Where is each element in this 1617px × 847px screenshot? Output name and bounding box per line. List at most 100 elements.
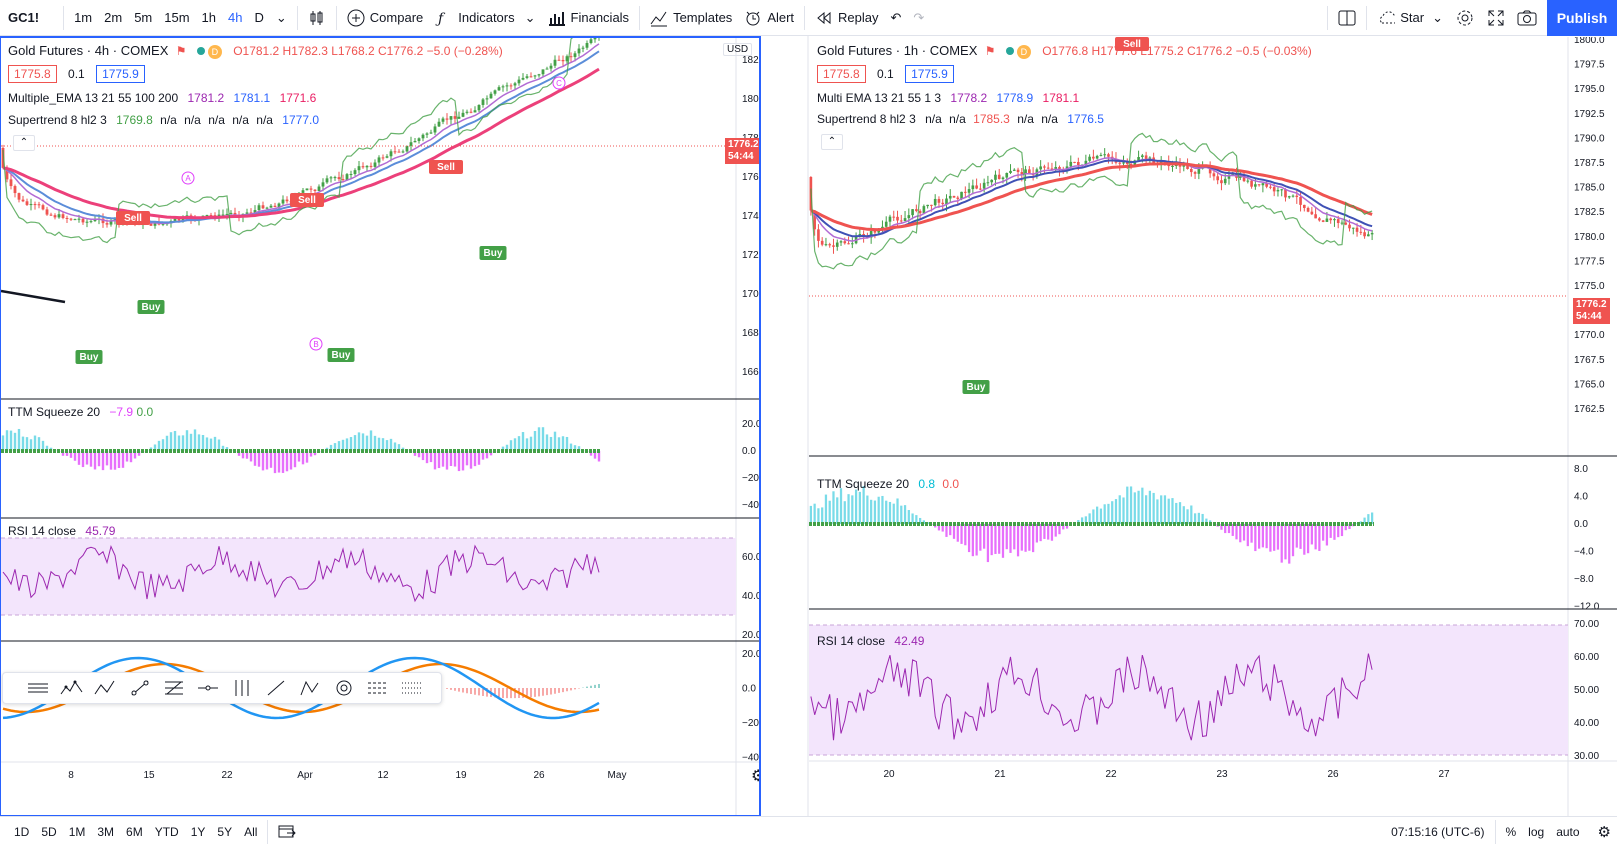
candle — [997, 174, 1001, 180]
candle — [457, 116, 461, 119]
timeframe-1m[interactable]: 1m — [74, 10, 93, 25]
candle — [13, 186, 17, 194]
horizontal-lines-tool[interactable] — [21, 674, 55, 702]
buy-marker-bg — [479, 246, 507, 260]
timeframe-1h[interactable]: 1h — [201, 10, 217, 25]
financials-button[interactable]: Financials — [542, 0, 636, 36]
line-tool[interactable] — [259, 674, 293, 702]
price-axis-bg — [736, 38, 759, 815]
collapse-legend-button[interactable]: ⌃ — [821, 134, 843, 150]
right-chart[interactable]: 1800.0 1797.5 1795.0 1792.5 1790.0 1787.5 1785… — [809, 37, 1617, 816]
rsi-value: 42.49 — [894, 634, 925, 648]
abc-pattern-tool[interactable] — [89, 674, 123, 702]
time-tick: 27 — [1438, 769, 1450, 780]
timeframe-d[interactable]: D — [254, 10, 264, 25]
indicators-button[interactable]: ƒ Indicators ⌄ — [429, 0, 541, 36]
fullscreen-button[interactable] — [1481, 0, 1511, 36]
replay-button[interactable]: Replay — [809, 0, 884, 36]
alert-button[interactable]: Alert — [738, 0, 800, 36]
undo-button[interactable]: ↶ — [885, 0, 908, 36]
alarm-clock-icon — [746, 11, 760, 25]
divider — [267, 820, 269, 844]
elliott-wave-tool[interactable] — [55, 674, 89, 702]
candle — [309, 188, 313, 190]
sell-marker: Sell — [290, 193, 324, 207]
right-settings-button[interactable]: ⚙ — [1592, 823, 1617, 841]
spiral-tool[interactable] — [327, 674, 361, 702]
sell-marker-bg — [1115, 37, 1149, 51]
range-1m[interactable]: 1M — [68, 825, 86, 839]
range-5y[interactable]: 5Y — [217, 825, 233, 839]
candle — [945, 198, 948, 205]
candle — [933, 198, 937, 206]
clock-display[interactable]: 07:15:16 (UTC-6) — [1391, 825, 1485, 839]
percent-toggle[interactable]: % — [1505, 825, 1517, 839]
candle — [1092, 156, 1095, 159]
collapse-legend-button[interactable]: ⌃ — [13, 135, 35, 151]
layout-button[interactable] — [1332, 0, 1362, 36]
right-ohlc: O1776.8 H1777.6 L1775.2 C1776.2 −0.5 (−0… — [1042, 44, 1312, 58]
timeframe-4h[interactable]: 4h — [228, 10, 243, 25]
range-1y[interactable]: 1Y — [190, 825, 206, 839]
rsi-label: RSI 14 close — [817, 634, 886, 648]
rsi-line — [2, 544, 600, 603]
buy-marker-text: Buy — [332, 350, 351, 361]
right-sell-price[interactable]: 1775.8 — [817, 65, 866, 83]
range-1d[interactable]: 1D — [14, 825, 30, 839]
candle — [205, 214, 209, 216]
left-chart[interactable]: 1820.01800.01780.01760.01740.01720.01700… — [1, 38, 759, 815]
redo-button[interactable]: ↷ — [907, 0, 930, 36]
candle — [1336, 219, 1340, 224]
settings-button[interactable] — [1449, 0, 1481, 36]
function-icon: ƒ — [435, 11, 446, 27]
supertrend-value-2: n/a — [949, 112, 966, 126]
range-all[interactable]: All — [244, 825, 258, 839]
auto-toggle[interactable]: auto — [1556, 825, 1580, 839]
candle — [1137, 157, 1140, 161]
horizontal-ray-tool[interactable] — [191, 674, 225, 702]
candle — [952, 195, 956, 198]
goto-date-button[interactable] — [272, 824, 302, 841]
range-ytd[interactable]: YTD — [154, 825, 179, 839]
right-chart-canvas[interactable]: 1800.0 1797.5 1795.0 1792.5 1790.0 1787.5 1785… — [809, 37, 1617, 816]
svg-text:ƒ: ƒ — [435, 11, 446, 27]
range-6m[interactable]: 6M — [126, 825, 143, 839]
symbol-search[interactable]: GC1! — [8, 10, 40, 25]
candle — [1238, 175, 1242, 178]
timeframe-5m[interactable]: 5m — [134, 10, 153, 25]
supertrend-label: Supertrend 8 hl2 3 — [817, 112, 916, 126]
ttm-tick: 0.0 — [1574, 519, 1588, 530]
candle-style-button[interactable] — [302, 0, 332, 36]
chevron-down-icon: ⌄ — [524, 9, 536, 25]
publish-button[interactable]: Publish — [1547, 0, 1617, 36]
timeframe-2m[interactable]: 2m — [104, 10, 123, 25]
timeframe-15m[interactable]: 15m — [164, 10, 190, 25]
pattern-tool[interactable] — [293, 674, 327, 702]
range-tool[interactable] — [361, 674, 395, 702]
candle — [1069, 161, 1073, 167]
ttm-tick: 0.0 — [742, 446, 756, 457]
compare-button[interactable]: Compare — [341, 0, 429, 36]
vertical-lines-tool[interactable] — [225, 674, 259, 702]
candle — [1182, 165, 1186, 167]
fib-tool[interactable] — [157, 674, 191, 702]
trend-line-tool[interactable] — [123, 674, 157, 702]
more-tools[interactable] — [395, 674, 429, 702]
templates-button[interactable]: Templates — [644, 0, 738, 36]
currency-label[interactable]: USD — [723, 43, 753, 56]
range-5d[interactable]: 5D — [41, 825, 57, 839]
candle — [317, 186, 321, 191]
left-chart-canvas[interactable]: 1820.01800.01780.01760.01740.01720.01700… — [1, 38, 759, 815]
gear-icon[interactable]: ⚙ — [751, 768, 759, 785]
right-buy-price[interactable]: 1775.9 — [905, 65, 954, 83]
star-button[interactable]: Star ⌄ — [1371, 0, 1449, 36]
candle — [1009, 170, 1012, 173]
range-3m[interactable]: 3M — [97, 825, 115, 839]
chevron-down-icon[interactable]: ⌄ — [275, 9, 287, 25]
left-buy-price[interactable]: 1775.9 — [96, 65, 145, 83]
price-tick: 1777.5 — [1574, 256, 1605, 267]
snapshot-button[interactable] — [1511, 0, 1543, 36]
log-toggle[interactable]: log — [1528, 825, 1545, 839]
left-sell-price[interactable]: 1775.8 — [8, 65, 57, 83]
wave-marker — [309, 337, 323, 351]
